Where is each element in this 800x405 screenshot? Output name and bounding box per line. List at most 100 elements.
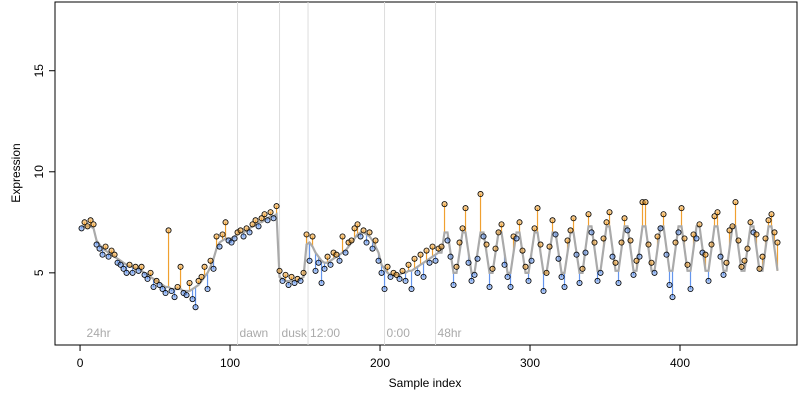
data-point [768, 211, 775, 218]
data-point [576, 279, 583, 286]
data-point [150, 283, 157, 290]
data-point [207, 257, 214, 264]
data-point [147, 269, 154, 276]
data-point [312, 267, 319, 274]
data-point [378, 269, 385, 276]
data-point [405, 261, 412, 268]
data-point [528, 257, 535, 264]
data-point [762, 235, 769, 242]
x-tick-label: 100 [220, 356, 240, 370]
data-point [597, 269, 604, 276]
data-point [120, 265, 127, 272]
data-point [621, 215, 628, 222]
data-point [117, 261, 124, 268]
data-point [246, 229, 253, 236]
data-point [579, 265, 586, 272]
data-point [774, 239, 781, 246]
data-point [414, 269, 421, 276]
data-point [84, 223, 91, 230]
data-point [189, 296, 196, 303]
data-point [744, 245, 751, 252]
data-point [204, 286, 211, 293]
data-point [456, 239, 463, 246]
annotation-label: dawn [240, 326, 269, 340]
data-point [612, 259, 619, 266]
data-point [297, 277, 304, 284]
data-point [105, 253, 112, 260]
x-tick-label: 200 [370, 356, 390, 370]
data-point [153, 277, 160, 284]
data-point [258, 215, 265, 222]
annotation-label: 0:00 [387, 326, 411, 340]
data-point [681, 235, 688, 242]
data-point [177, 263, 184, 270]
data-point [243, 225, 250, 232]
data-point [468, 277, 475, 284]
data-point [261, 211, 268, 218]
data-point [306, 257, 313, 264]
data-point [201, 263, 208, 270]
data-point [108, 247, 115, 254]
data-point [123, 269, 130, 276]
data-point [690, 231, 697, 238]
data-point [216, 243, 223, 250]
data-point [720, 271, 727, 278]
data-point [276, 267, 283, 274]
data-point [426, 259, 433, 266]
data-point [93, 241, 100, 248]
annotation-label: 24hr [87, 326, 111, 340]
data-point [600, 235, 607, 242]
data-point [591, 239, 598, 246]
data-point [585, 211, 592, 218]
data-point [417, 251, 424, 258]
data-point [78, 225, 85, 232]
data-point [327, 261, 334, 268]
data-point [408, 286, 415, 293]
data-point [432, 257, 439, 264]
data-point [708, 241, 715, 248]
data-point [192, 304, 199, 311]
data-point [624, 227, 631, 234]
data-point [228, 239, 235, 246]
data-point [465, 259, 472, 266]
data-point [483, 241, 490, 248]
data-point [753, 231, 760, 238]
data-point [402, 277, 409, 284]
data-point [249, 221, 256, 228]
data-point [453, 263, 460, 270]
data-point [186, 279, 193, 286]
data-point [411, 255, 418, 262]
data-point [240, 233, 247, 240]
data-point [666, 281, 673, 288]
data-point [219, 231, 226, 238]
data-point [339, 233, 346, 240]
data-point [633, 257, 640, 264]
data-point [171, 294, 178, 301]
data-point [567, 227, 574, 234]
data-point [693, 235, 700, 242]
data-point [636, 253, 643, 260]
data-point [549, 217, 556, 224]
data-point [675, 229, 682, 236]
data-point [429, 243, 436, 250]
data-point [660, 211, 667, 218]
data-point [717, 253, 724, 260]
data-point [765, 217, 772, 224]
data-point [756, 265, 763, 272]
data-point [351, 225, 358, 232]
data-point [573, 251, 580, 258]
data-point [135, 267, 142, 274]
data-point [195, 277, 202, 284]
data-point [543, 269, 550, 276]
data-point [570, 215, 577, 222]
data-point [420, 273, 427, 280]
data-point [387, 273, 394, 280]
data-point [231, 235, 238, 242]
data-point [477, 191, 484, 198]
data-point [534, 205, 541, 212]
data-point [747, 219, 754, 226]
data-point [360, 227, 367, 234]
data-point [144, 275, 151, 282]
